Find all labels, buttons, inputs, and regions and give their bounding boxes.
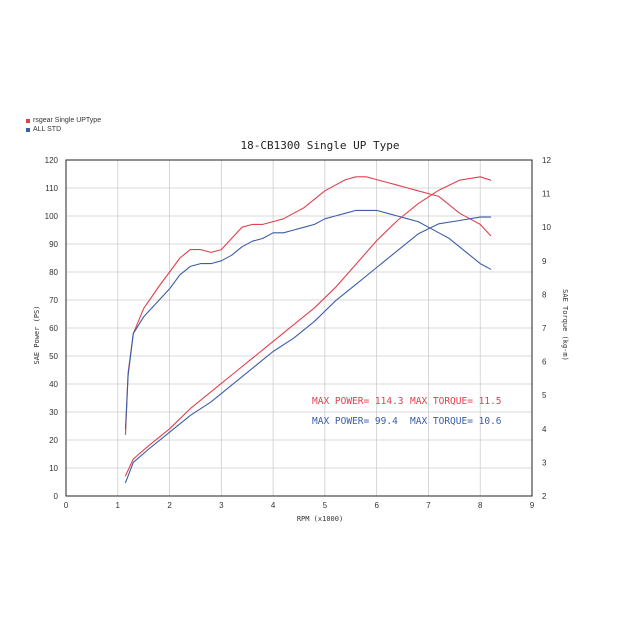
series-lines <box>124 176 492 484</box>
grid <box>65 159 533 497</box>
y2-tick-label: 9 <box>542 257 547 266</box>
legend: rsgear Single UPType ALL STD <box>26 116 101 134</box>
x-tick-label: 4 <box>271 501 276 510</box>
y2-tick-label: 2 <box>542 492 547 501</box>
legend-swatch-rsgear <box>26 118 30 123</box>
y2-tick-label: 3 <box>542 458 547 467</box>
x-tick-label: 1 <box>116 501 121 510</box>
legend-item-rsgear: rsgear Single UPType <box>26 116 101 125</box>
std-torque-line <box>124 216 492 484</box>
std-power-line <box>124 209 492 430</box>
legend-label-std: ALL STD <box>33 126 62 133</box>
x-tick-label: 7 <box>426 501 431 510</box>
y-tick-label: 80 <box>49 268 58 277</box>
y2-tick-label: 10 <box>542 223 551 232</box>
y2-tick-label: 7 <box>542 324 547 333</box>
y2-tick-label: 12 <box>542 156 551 165</box>
y-tick-label: 100 <box>45 212 59 221</box>
y-tick-label: 50 <box>49 352 58 361</box>
legend-swatch-std <box>26 127 30 132</box>
y-tick-label: 10 <box>49 464 58 473</box>
x-tick-label: 6 <box>374 501 379 510</box>
tick-labels: 0 1 2 3 4 5 6 7 8 9010203040506070809010011012023… <box>45 156 552 510</box>
rsgear-power-line <box>124 176 492 435</box>
y2-tick-label: 6 <box>542 358 547 367</box>
y-tick-label: 90 <box>49 240 58 249</box>
y2-tick-label: 5 <box>542 391 547 400</box>
x-tick-label: 2 <box>167 501 172 510</box>
y-tick-label: 40 <box>49 380 58 389</box>
legend-item-std: ALL STD <box>26 125 101 134</box>
stat-std-max-torque: MAX TORQUE= 10.6 <box>410 416 502 427</box>
chart-title: 18-CB1300 Single UP Type <box>240 139 400 152</box>
stat-rsgear-max-torque: MAX TORQUE= 11.5 <box>410 396 502 407</box>
x-tick-label: 0 <box>64 501 69 510</box>
x-tick-label: 8 <box>478 501 483 510</box>
plot-frame <box>65 159 533 497</box>
y-tick-label: 110 <box>45 184 58 193</box>
legend-label-rsgear: rsgear Single UPType <box>33 117 102 124</box>
rsgear-torque-line <box>124 176 492 477</box>
y-tick-label: 20 <box>49 436 58 445</box>
x-axis-label: RPM (x1000) <box>296 515 344 523</box>
y-tick-label: 60 <box>49 324 58 333</box>
y2-axis-label: SAE Torque (kg-m) <box>561 289 569 361</box>
x-tick-label: 9 <box>530 501 535 510</box>
y2-tick-label: 11 <box>542 190 551 199</box>
x-tick-label: 5 <box>323 501 328 510</box>
y-tick-label: 0 <box>54 492 59 501</box>
y-tick-label: 120 <box>45 156 59 165</box>
y2-tick-label: 4 <box>542 425 547 434</box>
y-tick-label: 30 <box>49 408 58 417</box>
stat-std-max-power: MAX POWER= 99.4 <box>312 416 398 427</box>
y-tick-label: 70 <box>49 296 58 305</box>
x-tick-label: 3 <box>219 501 224 510</box>
stat-rsgear-max-power: MAX POWER= 114.3 <box>312 396 404 407</box>
y-axis-label: SAE Power (PS) <box>33 305 41 365</box>
y2-tick-label: 8 <box>542 290 547 299</box>
